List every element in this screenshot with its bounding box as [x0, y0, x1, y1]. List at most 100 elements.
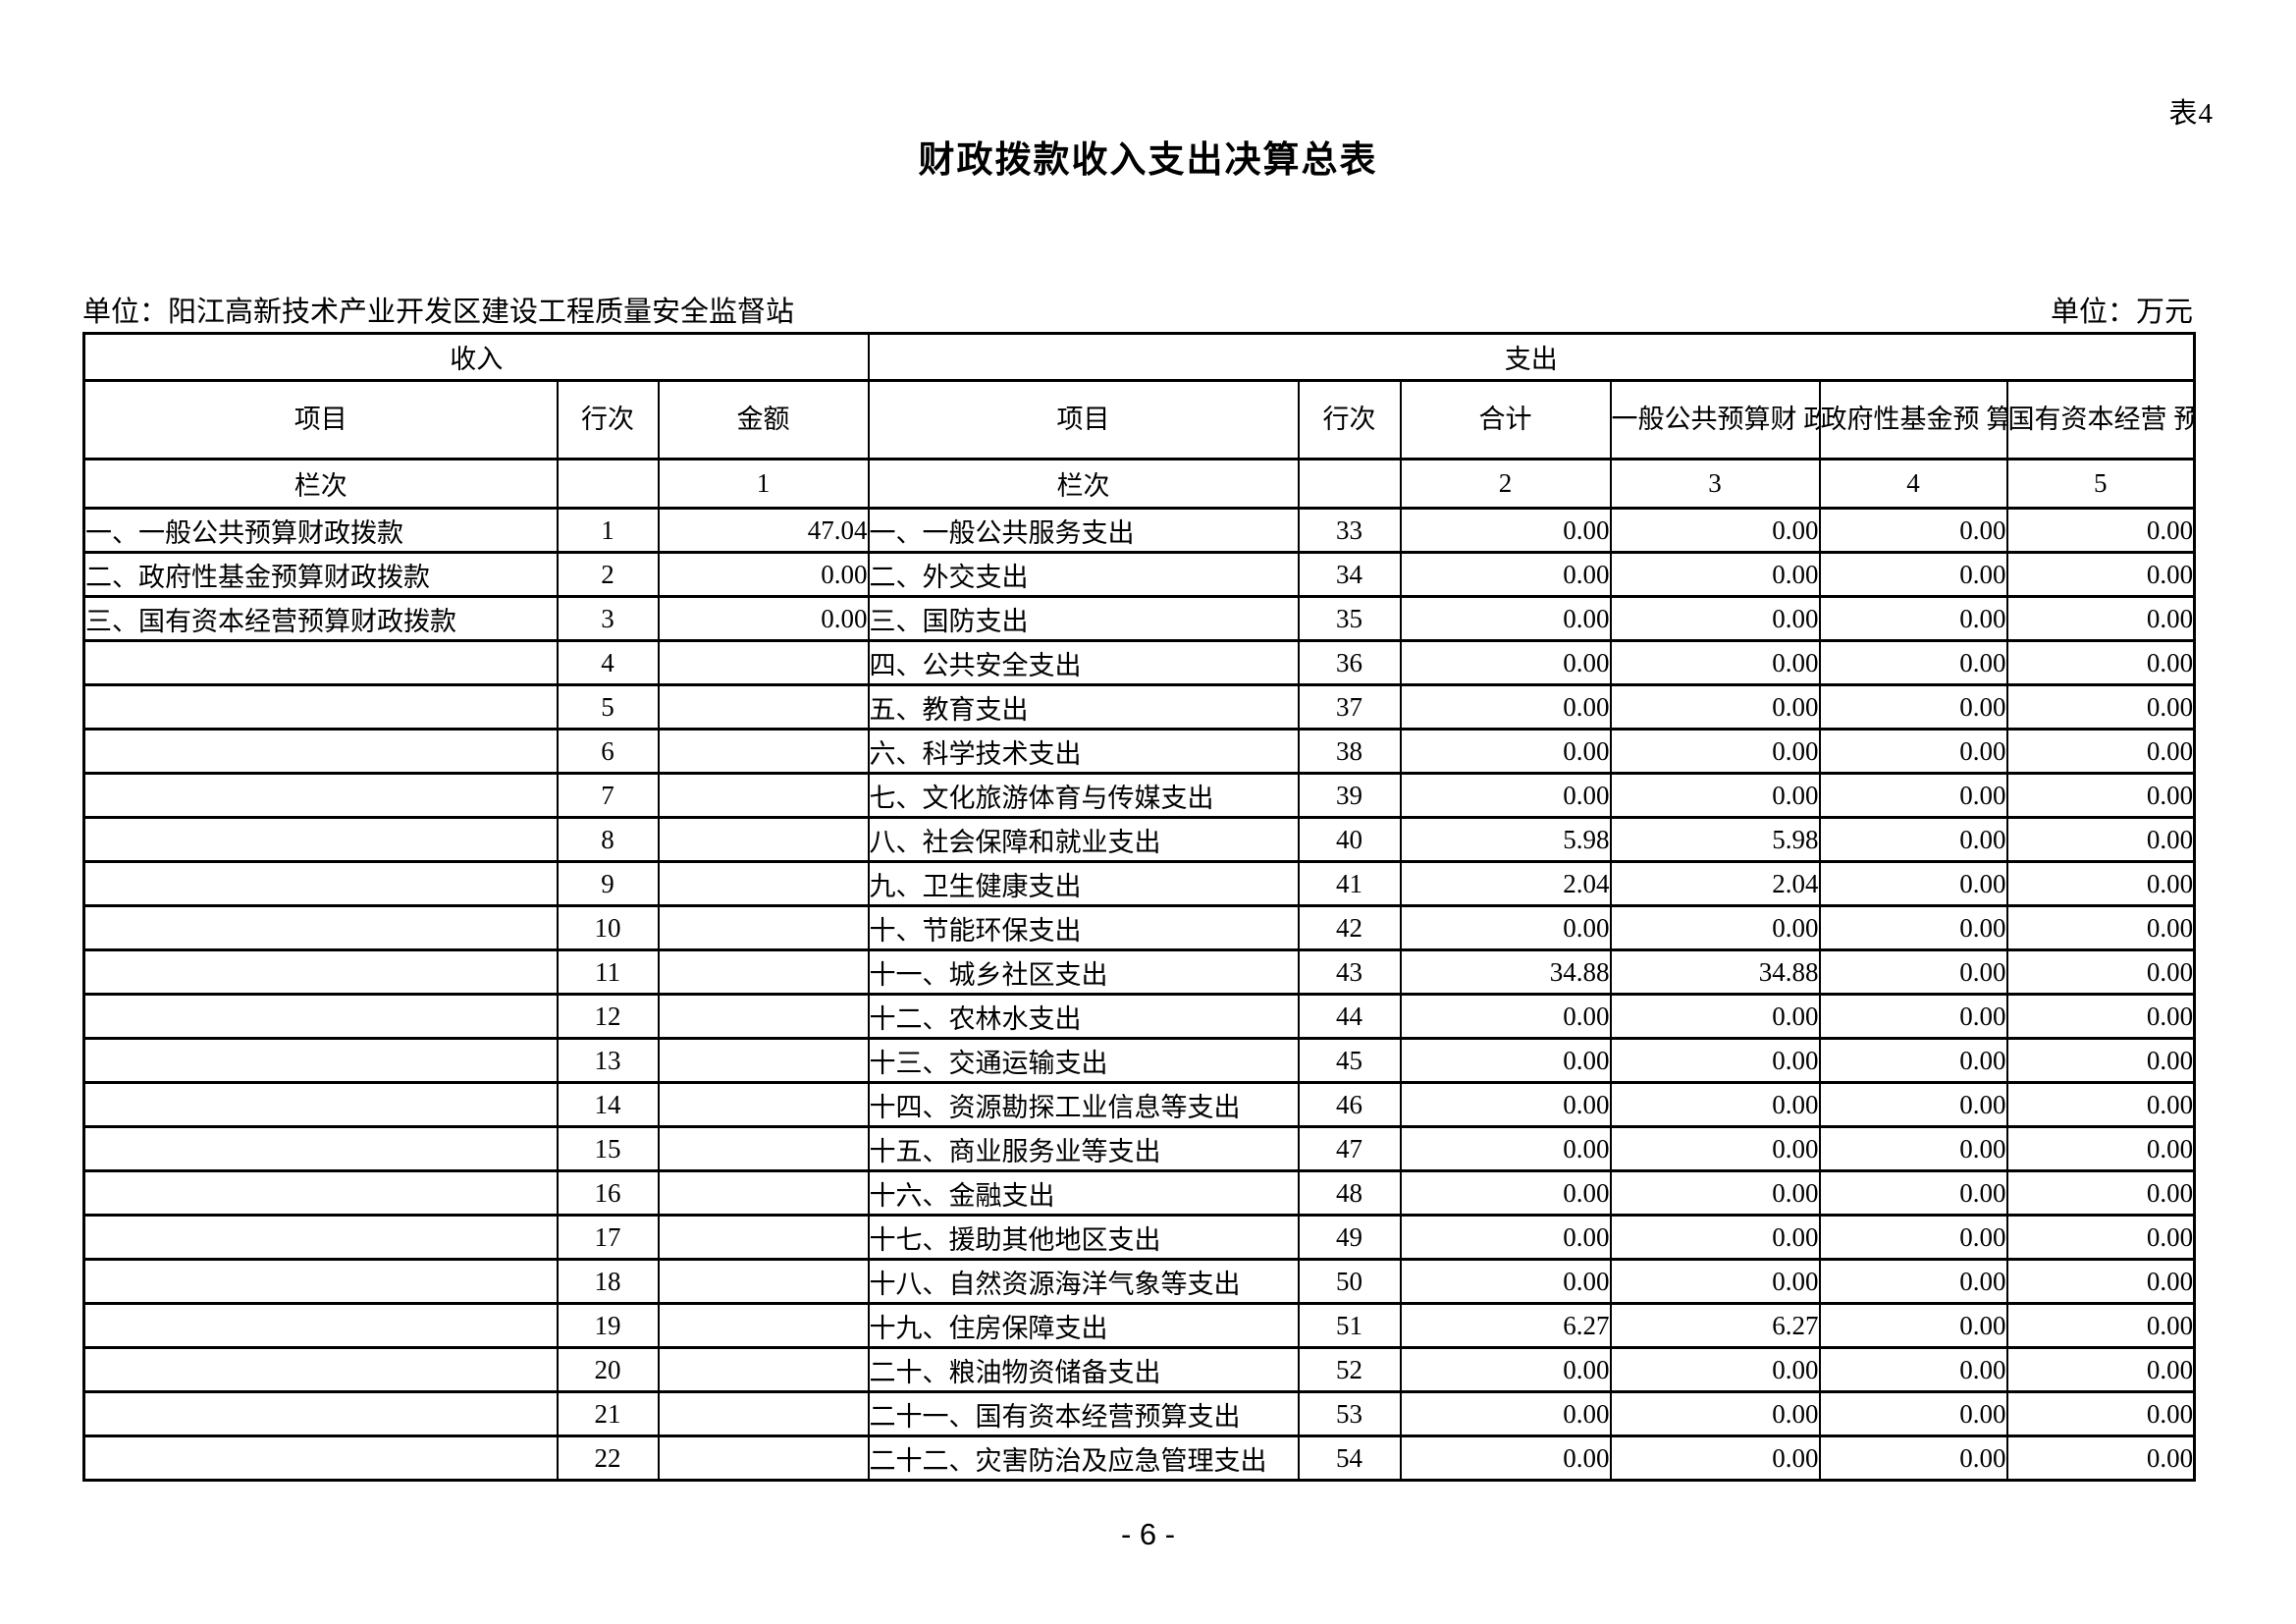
expense-general-colindex: 3 — [1609, 458, 1821, 510]
expense-gov-fund-cell: 0.00 — [1818, 728, 2008, 775]
income-amount-cell: 0.00 — [657, 595, 870, 642]
expense-general-budget-cell: 5.98 — [1609, 816, 1821, 863]
income-amount-colindex: 1 — [657, 458, 870, 510]
expense-gov-fund-cell: 0.00 — [1818, 860, 2008, 907]
table-row: 22 二十二、灾害防治及应急管理支出 54 0.00 0.00 0.00 0.0… — [82, 1435, 2196, 1482]
expense-colindex-label: 栏次 — [867, 458, 1300, 510]
expense-item-header: 项目 — [867, 379, 1300, 460]
income-line-cell: 8 — [556, 816, 660, 863]
income-item-cell — [82, 728, 559, 775]
expense-gov-fund-cell: 0.00 — [1818, 904, 2008, 951]
income-item-cell — [82, 1037, 559, 1084]
expense-gov-fund-cell: 0.00 — [1818, 1037, 2008, 1084]
expense-state-capital-cell: 0.00 — [2005, 1346, 2196, 1393]
income-line-cell: 3 — [556, 595, 660, 642]
expense-line-cell: 53 — [1297, 1390, 1402, 1437]
table-row: 13 十三、交通运输支出 45 0.00 0.00 0.00 0.00 — [82, 1037, 2196, 1084]
expense-line-colindex — [1297, 458, 1402, 510]
income-amount-cell — [657, 1302, 870, 1349]
expense-gov-fund-cell: 0.00 — [1818, 1302, 2008, 1349]
expense-line-cell: 51 — [1297, 1302, 1402, 1349]
income-line-cell: 13 — [556, 1037, 660, 1084]
income-amount-cell — [657, 1390, 870, 1437]
expense-line-cell: 34 — [1297, 551, 1402, 598]
income-item-cell — [82, 1435, 559, 1482]
income-item-cell — [82, 993, 559, 1040]
expense-line-cell: 33 — [1297, 507, 1402, 554]
expense-line-cell: 47 — [1297, 1125, 1402, 1172]
expense-item-cell: 十、节能环保支出 — [867, 904, 1300, 951]
expense-item-cell: 四、公共安全支出 — [867, 639, 1300, 686]
expense-state-capital-cell: 0.00 — [2005, 816, 2196, 863]
table-row: 15 十五、商业服务业等支出 47 0.00 0.00 0.00 0.00 — [82, 1125, 2196, 1172]
table-row: 14 十四、资源勘探工业信息等支出 46 0.00 0.00 0.00 0.00 — [82, 1081, 2196, 1128]
expense-item-cell: 十六、金融支出 — [867, 1169, 1300, 1217]
expense-item-cell: 二十二、灾害防治及应急管理支出 — [867, 1435, 1300, 1482]
income-amount-cell — [657, 1169, 870, 1217]
expense-item-cell: 十二、农林水支出 — [867, 993, 1300, 1040]
income-line-cell: 1 — [556, 507, 660, 554]
expense-line-cell: 45 — [1297, 1037, 1402, 1084]
unit-currency: 单位：万元 — [2050, 297, 2193, 328]
expense-gov-fund-cell: 0.00 — [1818, 1346, 2008, 1393]
income-item-cell — [82, 1390, 559, 1437]
expense-gov-fund-cell: 0.00 — [1818, 1125, 2008, 1172]
expense-line-cell: 40 — [1297, 816, 1402, 863]
column-index-row: 栏次 1 栏次 2 3 4 5 — [82, 458, 2196, 510]
expense-state-capital-cell: 0.00 — [2005, 1037, 2196, 1084]
income-amount-cell: 0.00 — [657, 551, 870, 598]
table-row: 20 二十、粮油物资储备支出 52 0.00 0.00 0.00 0.00 — [82, 1346, 2196, 1393]
expense-gov-fund-cell: 0.00 — [1818, 1081, 2008, 1128]
expense-line-cell: 52 — [1297, 1346, 1402, 1393]
income-item-cell — [82, 860, 559, 907]
table-row: 11 十一、城乡社区支出 43 34.88 34.88 0.00 0.00 — [82, 948, 2196, 996]
income-item-cell — [82, 948, 559, 996]
unit-line: 单位：阳江高新技术产业开发区建设工程质量安全监督站 单位：万元 — [82, 289, 2193, 330]
expense-total-cell: 6.27 — [1399, 1302, 1612, 1349]
income-line-cell: 10 — [556, 904, 660, 951]
expense-general-budget-header: 一般公共预算财 政拨款 — [1609, 379, 1821, 460]
income-amount-header: 金额 — [657, 379, 870, 460]
expense-state-capital-cell: 0.00 — [2005, 639, 2196, 686]
income-amount-cell — [657, 993, 870, 1040]
expense-line-cell: 36 — [1297, 639, 1402, 686]
expense-line-cell: 50 — [1297, 1258, 1402, 1305]
table-row: 16 十六、金融支出 48 0.00 0.00 0.00 0.00 — [82, 1169, 2196, 1217]
expense-general-budget-cell: 0.00 — [1609, 1081, 1821, 1128]
table-row: 5 五、教育支出 37 0.00 0.00 0.00 0.00 — [82, 683, 2196, 731]
expense-gov-fund-cell: 0.00 — [1818, 1390, 2008, 1437]
table-row: 6 六、科学技术支出 38 0.00 0.00 0.00 0.00 — [82, 728, 2196, 775]
expense-item-cell: 六、科学技术支出 — [867, 728, 1300, 775]
table-row: 10 十、节能环保支出 42 0.00 0.00 0.00 0.00 — [82, 904, 2196, 951]
expense-item-cell: 二十、粮油物资储备支出 — [867, 1346, 1300, 1393]
income-line-cell: 20 — [556, 1346, 660, 1393]
page-tag: 表4 — [2168, 98, 2214, 130]
expense-state-capital-cell: 0.00 — [2005, 993, 2196, 1040]
expense-general-budget-cell: 0.00 — [1609, 1346, 1821, 1393]
expense-line-cell: 46 — [1297, 1081, 1402, 1128]
expense-gov-fund-cell: 0.00 — [1818, 1169, 2008, 1217]
income-amount-cell — [657, 1258, 870, 1305]
expense-state-capital-cell: 0.00 — [2005, 772, 2196, 819]
income-item-cell — [82, 1214, 559, 1261]
income-amount-cell — [657, 639, 870, 686]
expense-state-capital-cell: 0.00 — [2005, 1081, 2196, 1128]
expense-total-colindex: 2 — [1399, 458, 1612, 510]
income-colindex-label: 栏次 — [82, 458, 559, 510]
income-amount-cell — [657, 948, 870, 996]
expense-item-cell: 三、国防支出 — [867, 595, 1300, 642]
expense-gov-fund-header: 政府性基金预 算财政拨款 — [1818, 379, 2008, 460]
expense-gov-fund-cell: 0.00 — [1818, 595, 2008, 642]
expense-total-cell: 0.00 — [1399, 772, 1612, 819]
income-line-cell: 17 — [556, 1214, 660, 1261]
expense-total-header: 合计 — [1399, 379, 1612, 460]
unit-name: 单位：阳江高新技术产业开发区建设工程质量安全监督站 — [82, 297, 795, 328]
expense-line-cell: 44 — [1297, 993, 1402, 1040]
table-body: 收入 支出 项目 行次 金额 项目 行次 合计 一般公共预算财 政拨款 政府性基… — [82, 332, 2196, 1482]
expense-item-cell: 五、教育支出 — [867, 683, 1300, 731]
expense-general-budget-cell: 0.00 — [1609, 639, 1821, 686]
expense-general-budget-cell: 0.00 — [1609, 1214, 1821, 1261]
expense-general-budget-cell: 0.00 — [1609, 904, 1821, 951]
income-section-header: 收入 — [82, 332, 870, 382]
expense-line-cell: 54 — [1297, 1435, 1402, 1482]
